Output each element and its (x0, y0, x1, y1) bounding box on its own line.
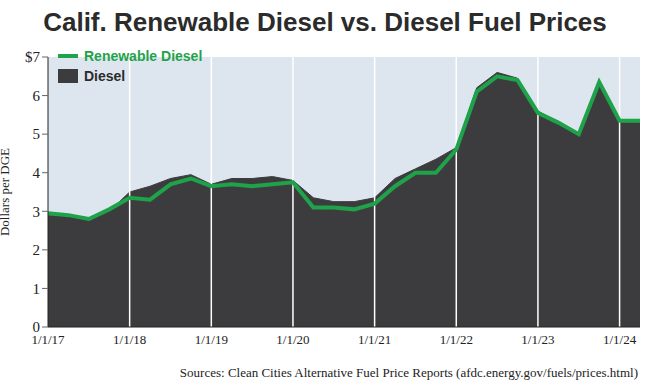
svg-text:3: 3 (33, 204, 41, 220)
svg-text:Dollars per DGE: Dollars per DGE (8, 148, 12, 236)
svg-text:1/1/23: 1/1/23 (521, 332, 554, 347)
svg-text:1/1/22: 1/1/22 (440, 332, 473, 347)
svg-text:1/1/19: 1/1/19 (195, 332, 228, 347)
svg-text:1/1/17: 1/1/17 (31, 332, 65, 348)
html-text:Sources: Clean Cities Alternat: Sources: Clean Cities Alternative Fuel P… (179, 365, 638, 380)
svg-text:0: 0 (33, 319, 41, 335)
html-text:Diesel: Diesel (84, 68, 126, 84)
svg-text:1/1/20: 1/1/20 (276, 332, 309, 347)
svg-text:6: 6 (33, 88, 41, 104)
svg-text:1/1/18: 1/1/18 (113, 332, 146, 347)
svg-text:2: 2 (33, 242, 41, 258)
html-text:Calif. Renewable Diesel vs. Di: Calif. Renewable Diesel vs. Diesel Fuel … (43, 7, 607, 37)
svg-text:$7: $7 (25, 49, 41, 65)
svg-text:1/1/21: 1/1/21 (358, 332, 391, 347)
svg-text:1: 1 (33, 281, 41, 297)
svg-text:5: 5 (33, 126, 41, 142)
html-text:Renewable Diesel: Renewable Diesel (84, 48, 203, 64)
svg-text:1/1/24: 1/1/24 (603, 332, 637, 347)
svg-text:4: 4 (33, 165, 41, 181)
